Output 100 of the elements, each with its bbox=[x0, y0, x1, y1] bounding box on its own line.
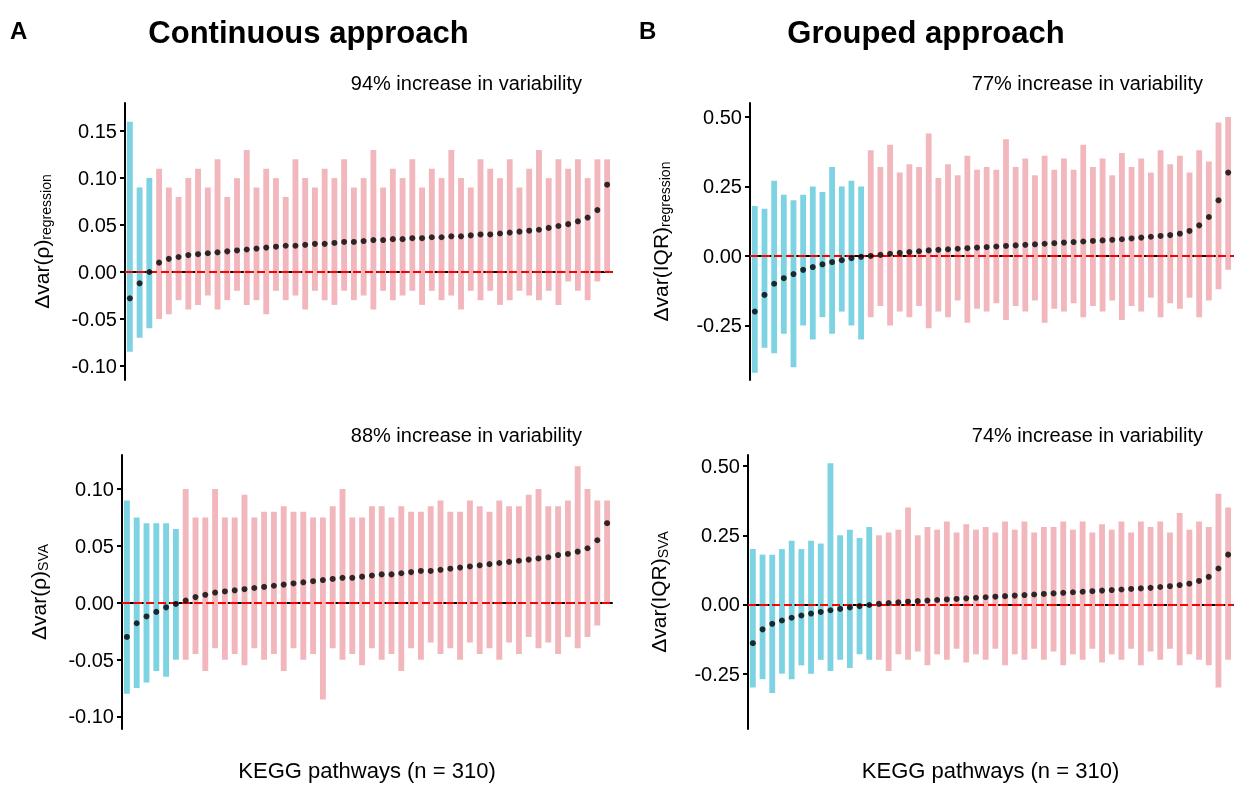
bar bbox=[594, 159, 601, 282]
point bbox=[914, 598, 921, 605]
point bbox=[280, 581, 287, 588]
point bbox=[133, 620, 140, 627]
bar bbox=[1061, 158, 1067, 312]
bar bbox=[798, 549, 805, 666]
point bbox=[1089, 237, 1096, 244]
point bbox=[1003, 242, 1009, 249]
bar bbox=[973, 529, 979, 655]
point bbox=[243, 246, 250, 253]
point bbox=[311, 240, 318, 247]
bar bbox=[1225, 116, 1232, 270]
point bbox=[1022, 241, 1029, 248]
bar bbox=[1108, 529, 1115, 655]
bar bbox=[251, 517, 258, 649]
bar bbox=[231, 517, 238, 654]
point bbox=[409, 235, 416, 242]
point bbox=[175, 253, 182, 260]
bar bbox=[234, 178, 240, 291]
point bbox=[545, 224, 552, 231]
bar bbox=[1051, 169, 1058, 309]
bar bbox=[1167, 532, 1173, 649]
y-axis-title: Δvar(ρ)regression bbox=[29, 174, 54, 309]
bar bbox=[526, 168, 533, 296]
point bbox=[1166, 583, 1173, 590]
bar bbox=[350, 187, 357, 301]
point bbox=[185, 252, 192, 259]
bar bbox=[983, 166, 990, 312]
point bbox=[993, 243, 1000, 250]
point bbox=[848, 255, 855, 262]
text: 94% increase in variability bbox=[350, 72, 583, 94]
point bbox=[972, 594, 979, 601]
bar bbox=[779, 549, 785, 674]
bar bbox=[487, 168, 494, 291]
bar bbox=[604, 159, 611, 273]
bar bbox=[954, 175, 961, 301]
point bbox=[172, 600, 179, 607]
point bbox=[856, 603, 863, 610]
point bbox=[964, 245, 971, 252]
point bbox=[895, 599, 902, 606]
point bbox=[349, 574, 356, 581]
point bbox=[1051, 240, 1058, 247]
bar bbox=[466, 500, 473, 643]
y-tick-label: 0.10 bbox=[78, 167, 117, 190]
bar bbox=[838, 186, 845, 312]
point bbox=[574, 218, 581, 225]
point bbox=[1186, 227, 1193, 234]
bar bbox=[389, 168, 396, 301]
bar bbox=[331, 178, 338, 305]
point bbox=[983, 244, 990, 251]
point bbox=[604, 181, 611, 188]
bar bbox=[1012, 166, 1019, 307]
bar bbox=[497, 178, 503, 305]
bar bbox=[1041, 155, 1048, 323]
bar bbox=[565, 168, 572, 282]
point bbox=[749, 640, 756, 647]
point bbox=[1137, 585, 1144, 592]
point bbox=[1060, 589, 1067, 596]
point bbox=[751, 308, 758, 315]
bar bbox=[273, 178, 279, 291]
point bbox=[458, 233, 465, 240]
point bbox=[1147, 584, 1154, 591]
point bbox=[809, 264, 816, 271]
point bbox=[1041, 240, 1048, 247]
bar bbox=[1090, 166, 1096, 307]
bar bbox=[457, 511, 464, 660]
point bbox=[192, 594, 199, 601]
point bbox=[887, 250, 894, 257]
bar bbox=[417, 511, 424, 660]
bar bbox=[123, 500, 130, 694]
bar bbox=[1099, 524, 1105, 663]
point bbox=[506, 558, 513, 565]
bar bbox=[1040, 526, 1047, 660]
point bbox=[1157, 232, 1164, 239]
text: 74% increase in variability bbox=[971, 424, 1204, 446]
point bbox=[466, 563, 473, 570]
point bbox=[331, 239, 338, 246]
bar bbox=[310, 517, 317, 654]
point bbox=[156, 259, 163, 266]
point bbox=[1011, 592, 1018, 599]
point bbox=[1089, 588, 1096, 595]
point bbox=[437, 566, 444, 573]
text: B bbox=[639, 16, 657, 44]
bar bbox=[545, 178, 552, 291]
point bbox=[263, 244, 270, 251]
point bbox=[477, 231, 484, 238]
point bbox=[545, 554, 552, 561]
y-axis-title: Δvar(IQR)regression bbox=[648, 161, 673, 322]
bar bbox=[749, 549, 756, 688]
point bbox=[163, 604, 170, 611]
point bbox=[136, 280, 143, 287]
bar bbox=[195, 168, 201, 305]
point bbox=[221, 588, 228, 595]
point bbox=[800, 266, 807, 273]
point bbox=[827, 607, 834, 614]
point bbox=[837, 605, 844, 612]
point bbox=[204, 250, 211, 257]
bar bbox=[887, 144, 893, 326]
point bbox=[339, 574, 346, 581]
bar bbox=[349, 517, 356, 654]
